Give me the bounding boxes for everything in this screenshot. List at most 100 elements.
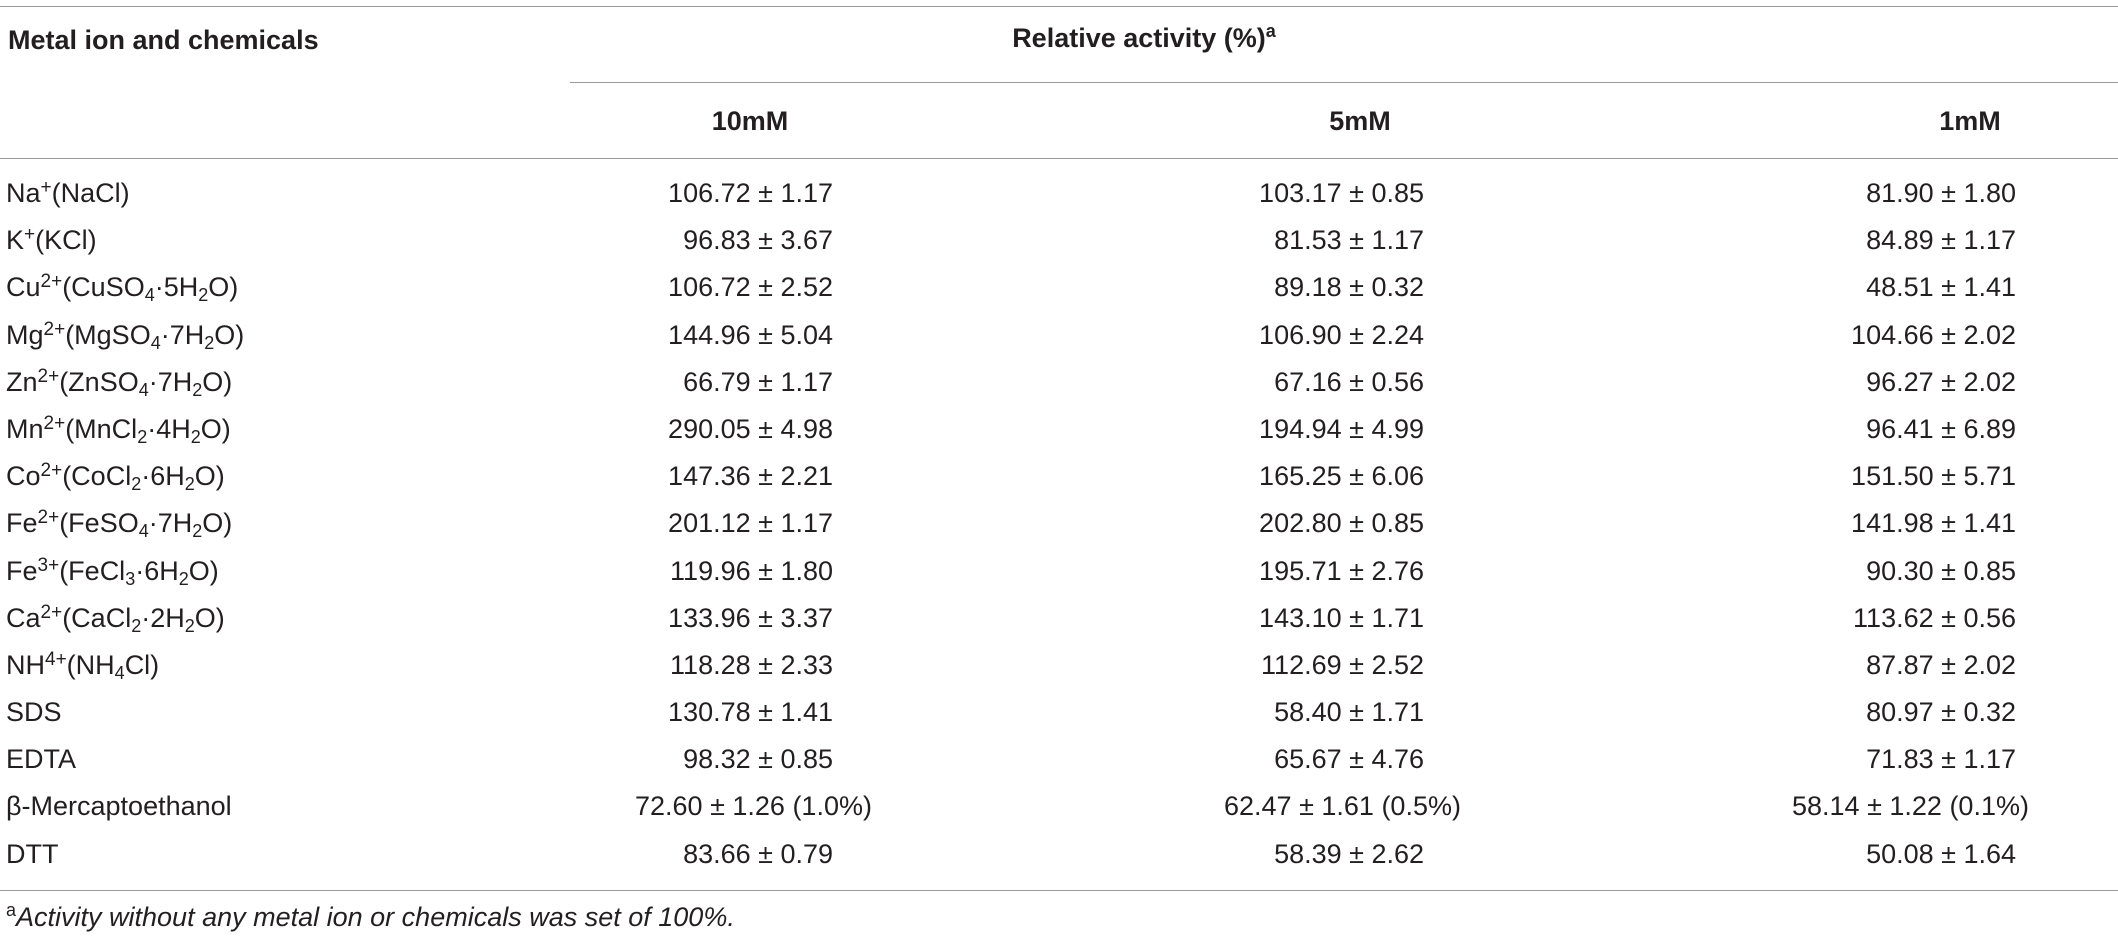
- formula-subscript: 2: [178, 568, 189, 589]
- formula-part: O): [208, 272, 239, 303]
- column-header-metal-ion: Metal ion and chemicals: [8, 25, 319, 55]
- ion-symbol: NH: [6, 649, 45, 680]
- ion-charge: 2+: [40, 271, 63, 293]
- row-label: Ca2+(CaCl2·2H2O): [6, 595, 225, 642]
- ion-symbol: Fe: [6, 508, 38, 539]
- row-label: DTT: [6, 831, 58, 878]
- formula-part: ·5H: [154, 272, 199, 303]
- formula-part: (FeSO: [59, 508, 139, 539]
- cell-10mm: 72.60 ± 1.26 (1.0%): [635, 791, 872, 822]
- formula-part: (CaCl: [62, 602, 132, 633]
- cell-5mm: 58.40 ± 1.71: [1274, 697, 1424, 728]
- cell-10mm: 66.79 ± 1.17: [683, 366, 833, 397]
- ion-charge: 4+: [45, 648, 67, 670]
- row-label: Co2+(CoCl2·6H2O): [6, 453, 225, 500]
- chemical-formula: (NaCl): [51, 178, 130, 208]
- formula-subscript: 4: [138, 379, 149, 400]
- cell-10mm: 83.66 ± 0.79: [683, 838, 833, 869]
- table-row: Fe3+(FeCl3·6H2O) 119.96 ± 1.80 195.71 ± 2.…: [0, 548, 2118, 595]
- table-row: NH4+(NH4Cl) 118.28 ± 2.33 112.69 ± 2.52 87.…: [0, 642, 2118, 689]
- formula-part: O): [188, 555, 219, 586]
- ion-symbol: Co: [6, 461, 41, 492]
- table-row: Co2+(CoCl2·6H2O) 147.36 ± 2.21 165.25 ± 6.…: [0, 453, 2118, 500]
- table-body: Na+(NaCl) 106.72 ± 1.17 103.17 ± 0.85 81.90…: [0, 170, 2118, 878]
- row-label: Cu2+(CuSO4·5H2O): [6, 264, 238, 311]
- cell-5mm: 194.94 ± 4.99: [1259, 413, 1424, 444]
- ion-symbol: Cu: [6, 272, 41, 303]
- cell-10mm: 96.83 ± 3.67: [683, 225, 833, 256]
- formula-part: (FeCl: [59, 555, 126, 586]
- cell-1mm: 104.66 ± 2.02: [1851, 319, 2016, 350]
- chemical-formula: (FeSO4·7H2O): [59, 508, 233, 542]
- formula-part: O): [214, 319, 245, 350]
- cell-5mm: 65.67 ± 4.76: [1274, 744, 1424, 775]
- cell-1mm: 87.87 ± 2.02: [1866, 649, 2016, 680]
- formula-part: O): [202, 508, 233, 539]
- cell-1mm: 48.51 ± 1.41: [1866, 272, 2016, 303]
- formula-subscript: 2: [184, 474, 195, 495]
- row-label: Mg2+(MgSO4·7H2O): [6, 312, 244, 359]
- cell-1mm: 113.62 ± 0.56: [1853, 602, 2016, 633]
- cell-1mm: 151.50 ± 5.71: [1851, 461, 2016, 492]
- cell-10mm: 147.36 ± 2.21: [668, 461, 833, 492]
- ion-symbol: Fe: [6, 555, 38, 586]
- formula-part: (NH: [66, 649, 115, 680]
- cell-5mm: 103.17 ± 0.85: [1259, 178, 1424, 208]
- cell-10mm: 106.72 ± 2.52: [668, 272, 833, 303]
- formula-subscript: 3: [125, 568, 136, 589]
- ion-charge: 2+: [40, 601, 63, 623]
- cell-5mm: 195.71 ± 2.76: [1259, 555, 1424, 586]
- chemical-formula: (MgSO4·7H2O): [65, 319, 245, 352]
- row-label: SDS: [6, 689, 62, 736]
- formula-subscript: 2: [137, 426, 148, 447]
- formula-part: ·6H: [141, 461, 185, 492]
- cell-1mm: 80.97 ± 0.32: [1866, 697, 2016, 728]
- formula-part: O): [200, 413, 231, 444]
- formula-part: Cl): [124, 649, 160, 680]
- table-bottom-rule: [0, 890, 2118, 891]
- row-label: NH4+(NH4Cl): [6, 642, 159, 689]
- formula-subscript: 2: [192, 521, 203, 542]
- ion-charge: 2+: [43, 412, 66, 434]
- cell-1mm: 96.27 ± 2.02: [1866, 366, 2016, 397]
- formula-part: (CoCl: [62, 461, 132, 492]
- chemical-formula: (NH4Cl): [66, 649, 160, 682]
- chemical-formula: (MnCl2·4H2O): [65, 413, 231, 447]
- cell-1mm: 96.41 ± 6.89: [1866, 413, 2016, 444]
- row-label: Na+(NaCl): [6, 170, 130, 217]
- formula-subscript: 4: [144, 285, 155, 306]
- column-header-1mm: 1mM: [1939, 106, 2001, 136]
- table-row: K+(KCl) 96.83 ± 3.67 81.53 ± 1.17 84.89 ± 1…: [0, 217, 2118, 264]
- table-row: EDTA 98.32 ± 0.85 65.67 ± 4.76 71.83 ± 1.17: [0, 736, 2118, 783]
- cell-5mm: 202.80 ± 0.85: [1259, 508, 1424, 539]
- formula-subscript: 2: [131, 474, 142, 495]
- ion-symbol: Mg: [6, 319, 44, 350]
- table-row: Mn2+(MnCl2·4H2O) 290.05 ± 4.98 194.94 ± 4.…: [0, 406, 2118, 453]
- row-label: β-Mercaptoethanol: [6, 783, 232, 830]
- header-bottom-rule: [0, 158, 2118, 159]
- formula-subscript: 2: [184, 615, 195, 636]
- table-row: β-Mercaptoethanol 72.60 ± 1.26 (1.0%) 62.4…: [0, 783, 2118, 830]
- ion-symbol: K: [6, 225, 25, 256]
- cell-5mm: 67.16 ± 0.56: [1274, 366, 1424, 397]
- chemical-formula: (CaCl2·2H2O): [62, 602, 225, 636]
- cell-5mm: 106.90 ± 2.24: [1259, 319, 1424, 350]
- ion-symbol: DTT: [6, 838, 59, 869]
- formula-subscript: 2: [131, 615, 142, 636]
- footnote-text: Activity without any metal ion or chemic…: [16, 902, 735, 932]
- footnote-marker-a: a: [1265, 21, 1276, 41]
- cell-5mm: 165.25 ± 6.06: [1259, 461, 1424, 492]
- formula-part: (ZnSO: [59, 366, 139, 397]
- cell-5mm: 81.53 ± 1.17: [1274, 225, 1424, 256]
- formula-subscript: 2: [190, 426, 201, 447]
- row-label: Zn2+(ZnSO4·7H2O): [6, 359, 232, 406]
- column-group-rule: [570, 82, 2118, 83]
- column-header-5mm: 5mM: [1329, 106, 1391, 136]
- ion-charge: 3+: [37, 554, 60, 576]
- formula-part: O): [194, 602, 225, 633]
- cell-1mm: 84.89 ± 1.17: [1866, 225, 2016, 256]
- cell-1mm: 90.30 ± 0.85: [1866, 555, 2016, 586]
- column-group-header-relative-activity: Relative activity (%)a: [0, 22, 2118, 54]
- ion-charge: +: [40, 177, 52, 198]
- formula-part: O): [194, 461, 225, 492]
